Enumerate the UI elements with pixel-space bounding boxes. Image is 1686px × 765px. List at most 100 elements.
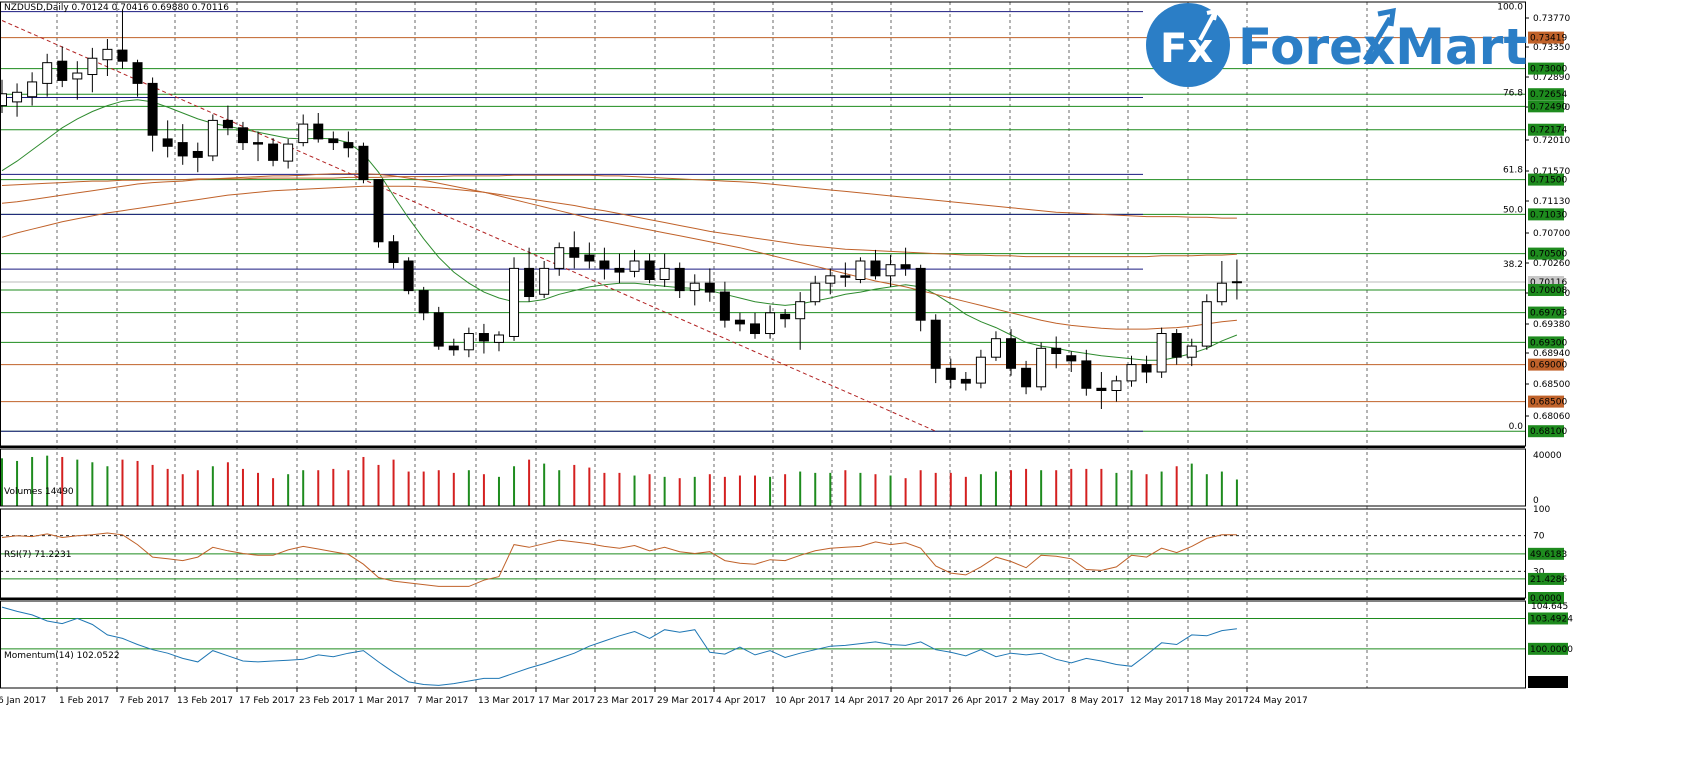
volume-label: Volumes 14490 xyxy=(4,487,74,497)
bull-candle xyxy=(1111,380,1122,392)
momentum-tick-label: 104.645 xyxy=(1531,602,1568,612)
price-level-box xyxy=(1528,247,1564,260)
trendline xyxy=(1,20,936,432)
bull-candle xyxy=(1036,347,1047,388)
price-level-label: 0.71030 xyxy=(1530,210,1567,220)
logo-arrow-icon xyxy=(1198,8,1219,41)
panel-border xyxy=(0,600,1526,689)
price-tick-label: 0.72010 xyxy=(1533,136,1570,146)
bear-candle xyxy=(328,138,339,144)
price-level-label: 0.69300 xyxy=(1530,338,1567,348)
bull-candle xyxy=(1201,301,1212,347)
price-tick-label: 0.70700 xyxy=(1533,229,1570,239)
date-label: 23 Feb 2017 xyxy=(299,696,355,706)
price-level-label: 0.69703 xyxy=(1530,309,1567,319)
bear-candle xyxy=(448,345,459,351)
bull-candle xyxy=(825,275,836,284)
date-label: 1 Mar 2017 xyxy=(358,696,409,706)
fib-label: 61.8 xyxy=(1503,165,1523,175)
bear-candle xyxy=(478,333,489,342)
bull-candle xyxy=(1126,364,1137,382)
bear-candle xyxy=(1021,367,1032,388)
bear-candle xyxy=(1081,360,1092,389)
bear-candle xyxy=(1006,338,1017,369)
forexmart-logo: Fx ForexMart xyxy=(1146,3,1527,87)
date-axis: 6 Jan 2017 1 Feb 2017 7 Feb 2017 13 Feb 201… xyxy=(0,688,1308,706)
momentum-level-label: 103.4924 xyxy=(1530,614,1573,624)
bear-candle xyxy=(1066,355,1077,362)
date-label: 7 Mar 2017 xyxy=(417,696,468,706)
rsi-level-box xyxy=(1528,572,1564,585)
date-label: 4 Apr 2017 xyxy=(716,696,766,706)
bull-candle xyxy=(102,48,113,61)
fib-label: 76.8 xyxy=(1503,88,1523,98)
bear-candle xyxy=(674,267,685,292)
rsi-level-box xyxy=(1528,547,1564,560)
bear-candle xyxy=(1171,333,1182,358)
price-level-label: 0.73000 xyxy=(1530,65,1567,75)
price-level-box xyxy=(1528,173,1564,186)
bull-candle xyxy=(298,123,309,144)
date-label: 8 May 2017 xyxy=(1071,696,1124,706)
price-level-label: 0.68500 xyxy=(1530,398,1567,408)
bear-candle xyxy=(132,62,143,84)
price-level-label: 0.70500 xyxy=(1530,250,1567,260)
bear-candle xyxy=(57,60,68,81)
momentum-level-label: 95.8868 xyxy=(1530,678,1567,688)
price-tick-label: 0.71570 xyxy=(1533,167,1570,177)
price-level-label: 0.70008 xyxy=(1530,286,1567,296)
price-level-box xyxy=(1528,336,1564,349)
price-level-label: 0.68100 xyxy=(1530,427,1567,437)
date-label: 13 Feb 2017 xyxy=(177,696,233,706)
momentum-panel xyxy=(0,606,1525,686)
bull-candle xyxy=(72,72,83,80)
fib-label: 100.0 xyxy=(1497,3,1523,13)
momentum-line xyxy=(1,606,1237,686)
bull-candle xyxy=(539,267,550,295)
date-label: 6 Jan 2017 xyxy=(0,696,46,706)
bear-candle xyxy=(222,119,233,129)
date-label: 24 May 2017 xyxy=(1249,696,1308,706)
fib-label: 0.0 xyxy=(1509,422,1524,432)
bull-candle xyxy=(885,264,896,277)
bull-candle xyxy=(765,312,776,335)
bull-candle xyxy=(27,81,38,98)
date-label: 17 Feb 2017 xyxy=(239,696,295,706)
moving-average-line xyxy=(1,99,1238,361)
momentum-label: Momentum(14) 102.0522 xyxy=(4,651,120,661)
momentum-level-box xyxy=(1528,642,1568,655)
bear-candle xyxy=(177,142,188,157)
bear-candle xyxy=(1051,347,1062,355)
bear-candle xyxy=(750,323,760,335)
price-tick-label: 0.71130 xyxy=(1533,197,1570,207)
bull-candle xyxy=(0,93,7,107)
bear-candle xyxy=(433,312,444,347)
bear-candle xyxy=(253,142,264,145)
bear-candle xyxy=(960,378,971,384)
bear-candle xyxy=(1096,387,1107,391)
moving-average-line xyxy=(1,173,1237,330)
bear-candle xyxy=(900,264,911,269)
volume-panel xyxy=(1,455,1238,506)
bear-candle xyxy=(569,247,580,258)
bull-candle xyxy=(493,334,504,343)
bear-candle xyxy=(403,260,414,292)
moving-averages xyxy=(1,99,1238,361)
fibonacci-levels: 100.0 76.8 61.8 50.0 38.2 0.0 xyxy=(0,3,1524,432)
bull-candle xyxy=(810,282,821,303)
momentum-level-box xyxy=(1528,612,1568,625)
bull-candle xyxy=(990,338,1001,358)
bull-candle xyxy=(1216,282,1227,303)
bull-candle xyxy=(12,91,23,103)
bear-candle xyxy=(1141,364,1152,373)
momentum-level-box xyxy=(1528,676,1568,688)
rsi-tick-label: 100 xyxy=(1533,505,1550,515)
bull-candle xyxy=(463,333,474,351)
rsi-level-label: 0.0000 xyxy=(1530,594,1562,604)
volume-tick-label: 40000 xyxy=(1533,451,1562,461)
bear-candle xyxy=(945,367,956,380)
price-level-box xyxy=(1528,306,1564,319)
bull-candle xyxy=(207,119,218,157)
bull-candle xyxy=(554,247,565,269)
